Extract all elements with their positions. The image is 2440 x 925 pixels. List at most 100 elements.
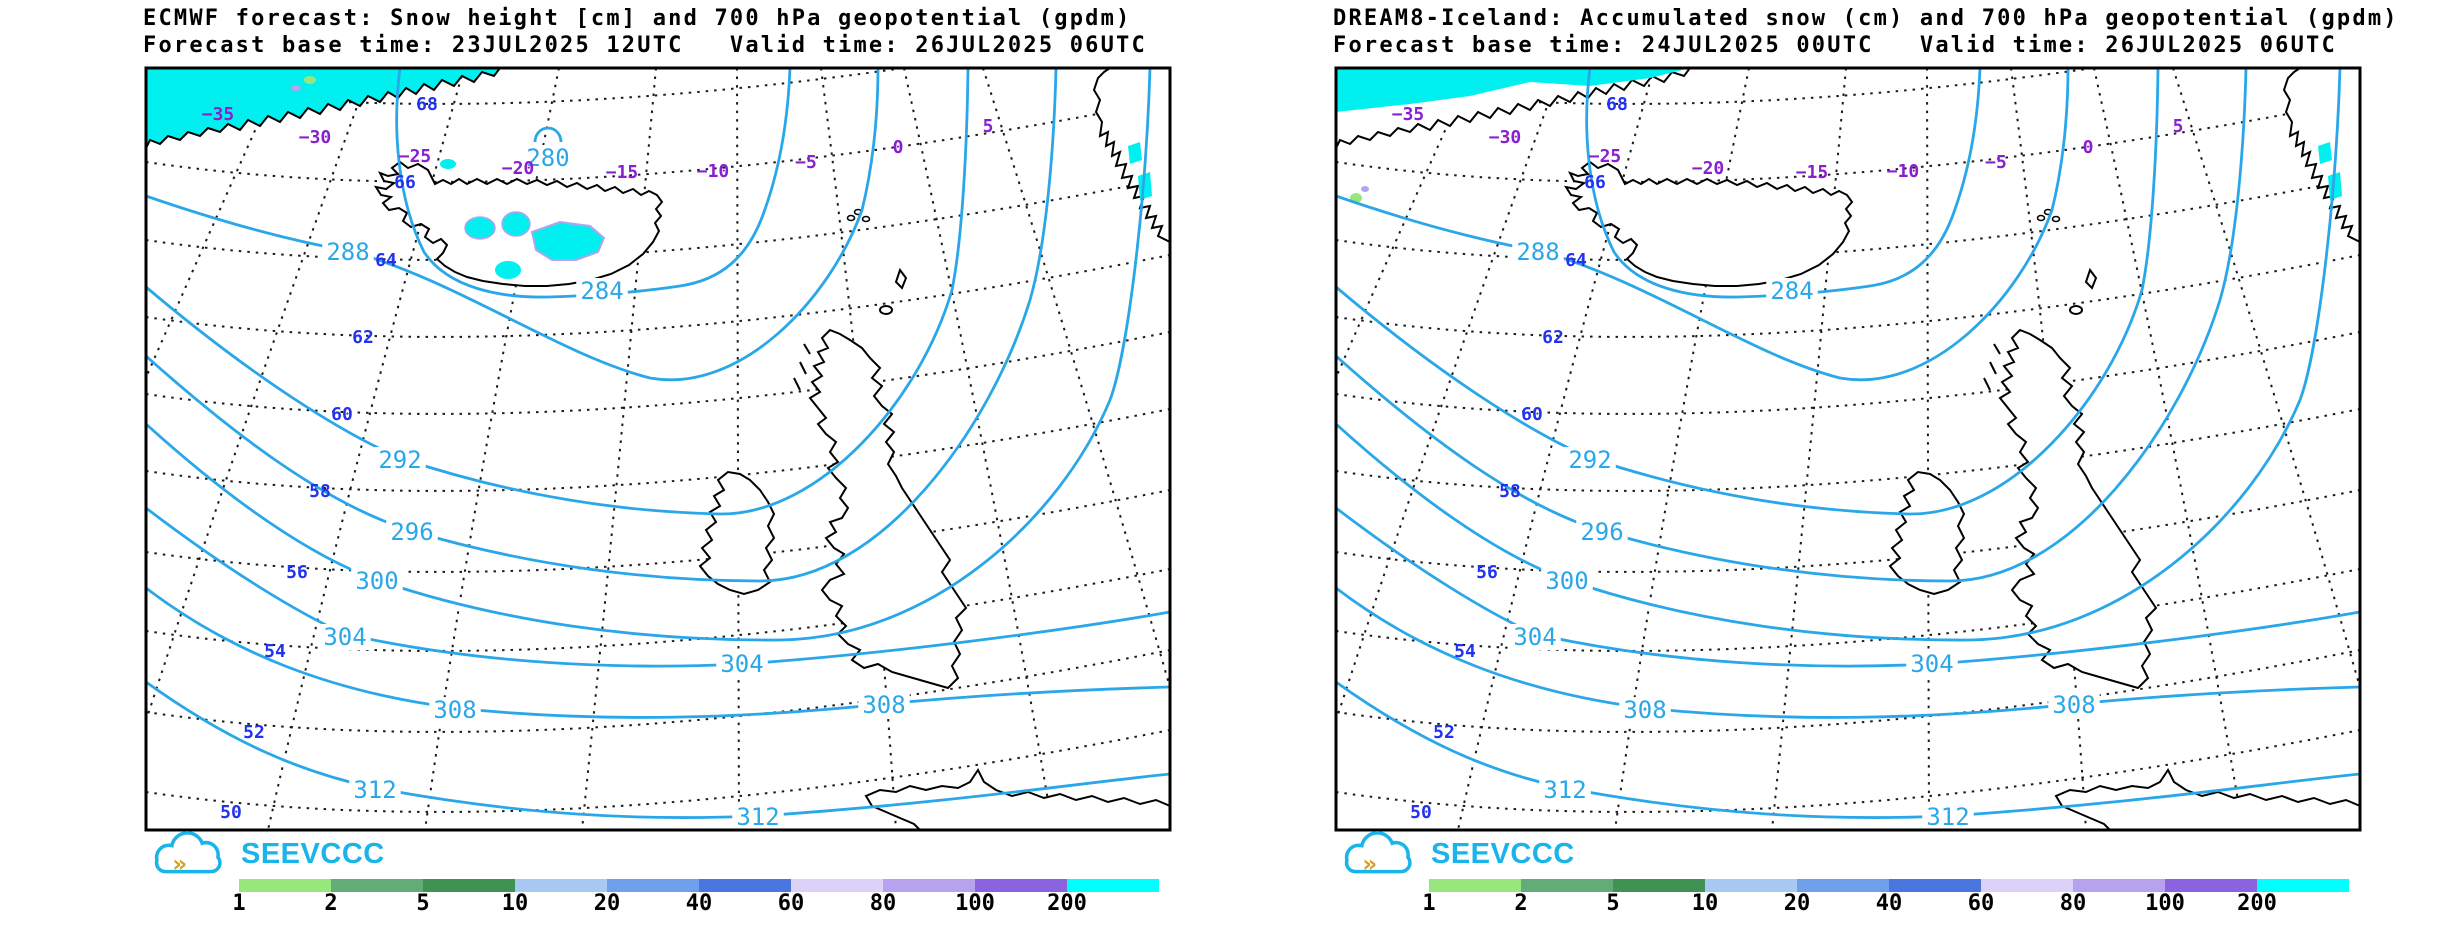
- contour-label-gap: [1906, 651, 1958, 677]
- contour-label-gap: [319, 624, 371, 650]
- geopotential-contour-label: 304: [1910, 650, 1953, 678]
- greenland-snow-patch: [1336, 68, 1690, 112]
- contour-label-gap: [1539, 777, 1591, 803]
- geopotential-contour: [1336, 506, 2360, 668]
- colorbar-segment: [423, 879, 515, 892]
- iceland-glacier-snow: [440, 159, 456, 169]
- graticule-meridian: [1336, 68, 1562, 725]
- hebrides-islands: [1983, 377, 1991, 391]
- geopotential-contour: [146, 68, 880, 382]
- panel-ecmwf: ECMWF forecast: Snow height [cm] and 700…: [143, 6, 1172, 916]
- panel-title: ECMWF forecast: Snow height [cm] and 700…: [143, 6, 1132, 31]
- latitude-label: 52: [243, 722, 265, 743]
- colorbar-segment: [1889, 879, 1981, 892]
- longitude-label: −5: [1985, 152, 2007, 173]
- france-coast: [2054, 768, 2360, 830]
- geopotential-contour: [146, 68, 970, 516]
- colorbar-segment: [1797, 879, 1889, 892]
- colorbar-segment: [883, 879, 975, 892]
- greenland-snow-fringe-green: [304, 76, 316, 84]
- geopotential-contour-label: 300: [1545, 567, 1588, 595]
- snow-colorbar: [1429, 879, 2349, 892]
- graticule-parallel: [1336, 729, 2360, 813]
- geopotential-contour: [146, 680, 1170, 819]
- geopotential-contour-label: 288: [326, 238, 369, 266]
- colorbar-tick-label: 200: [1047, 891, 1087, 916]
- graticule-meridian: [2172, 68, 2360, 692]
- latitude-label: 56: [1476, 562, 1498, 583]
- latitude-label: 54: [264, 641, 286, 662]
- contour-label-gap: [1541, 568, 1593, 594]
- colorbar-segment: [607, 879, 699, 892]
- longitude-label: −25: [1589, 146, 1622, 167]
- iceland-group: [373, 159, 664, 287]
- colorbar-segment: [239, 879, 331, 892]
- hebrides-islands: [793, 377, 801, 391]
- longitude-label: −30: [1489, 127, 1522, 148]
- geopotential-contour-label: 304: [720, 650, 763, 678]
- longitude-label: −25: [399, 146, 432, 167]
- graticule-parallel: [1336, 489, 2360, 573]
- latitude-label: 68: [416, 94, 438, 115]
- norway-snow-patch: [2318, 142, 2332, 164]
- logo-text: SEEVCCC: [1431, 837, 1575, 870]
- forecast-map: 280 284 288 292 296 300 304 304 308 308 312 312 68 66…: [144, 66, 1172, 832]
- faroe-islands: [846, 214, 856, 222]
- latitude-label: 50: [220, 802, 242, 823]
- geopotential-contour: [1336, 68, 2070, 382]
- colorbar-segment: [2165, 879, 2257, 892]
- geopotential-contour-label: 296: [390, 518, 433, 546]
- latitude-label: 66: [1584, 172, 1606, 193]
- graticule-parallel: [146, 254, 1170, 338]
- geopotential-contour-label: 308: [862, 691, 905, 719]
- colorbar-tick-label: 200: [2237, 891, 2277, 916]
- colorbar-tick-label: 60: [1967, 891, 1995, 916]
- colorbar-tick-label: 2: [324, 891, 338, 916]
- geopotential-contour-label: 312: [1543, 776, 1586, 804]
- latitude-label: 64: [375, 250, 397, 271]
- longitude-label: 0: [893, 137, 904, 158]
- geopotential-contour-label: 312: [736, 803, 779, 831]
- graticule-parallel: [1336, 649, 2360, 733]
- geopotential-contour-label: 292: [378, 446, 421, 474]
- geopotential-contour: [1336, 586, 2360, 719]
- greenland-coast-snow: [146, 68, 502, 149]
- geopotential-contour-label: 300: [355, 567, 398, 595]
- longitude-label: −30: [299, 127, 332, 148]
- ireland-coast: [1888, 470, 1966, 596]
- seevccc-logo: » SEEVCCC: [146, 831, 385, 877]
- norway-snow-patch: [1128, 142, 1142, 164]
- graticule-parallel: [146, 177, 1170, 261]
- graticule-parallel: [1336, 254, 2360, 338]
- longitude-label: −35: [1392, 104, 1425, 125]
- cloud-body: [1363, 834, 1392, 863]
- panel-subtitle: Forecast base time: 24JUL2025 00UTC Vali…: [1333, 33, 2337, 58]
- colorbar-tick-label: 10: [501, 891, 529, 916]
- geopotential-contour-label: 284: [1770, 277, 1813, 305]
- graticule-parallel: [146, 489, 1170, 573]
- contour-label-gap: [1619, 697, 1671, 723]
- colorbar-segment: [2257, 879, 2349, 892]
- geopotential-contour: [146, 506, 1170, 668]
- longitude-label: 5: [2173, 116, 2184, 137]
- geopotential-low-280-loop: [533, 126, 563, 143]
- contour-label-gap: [732, 804, 784, 830]
- panel-title: DREAM8-Iceland: Accumulated snow (cm) an…: [1333, 6, 2399, 31]
- colorbar-segment: [1429, 879, 1521, 892]
- colorbar-tick-label: 5: [1606, 891, 1620, 916]
- longitude-label: −10: [1887, 161, 1920, 182]
- vatnajokull-snow: [530, 220, 606, 261]
- gold-arrow-icon: »: [1362, 852, 1377, 877]
- longitude-label: −35: [202, 104, 235, 125]
- seevccc-logo: » SEEVCCC: [1336, 831, 1575, 877]
- great-britain-coast: [808, 328, 968, 690]
- graticule-parallel: [146, 408, 1170, 492]
- longitude-label: 0: [2083, 137, 2094, 158]
- graticule-parallel: [146, 729, 1170, 813]
- graticule-meridian: [1771, 68, 1847, 830]
- longitude-label: −20: [502, 158, 535, 179]
- panel-dream8: DREAM8-Iceland: Accumulated snow (cm) an…: [1190, 0, 2440, 925]
- graticule-parallel: [1336, 568, 2360, 652]
- orkney-coast: [2069, 305, 2083, 315]
